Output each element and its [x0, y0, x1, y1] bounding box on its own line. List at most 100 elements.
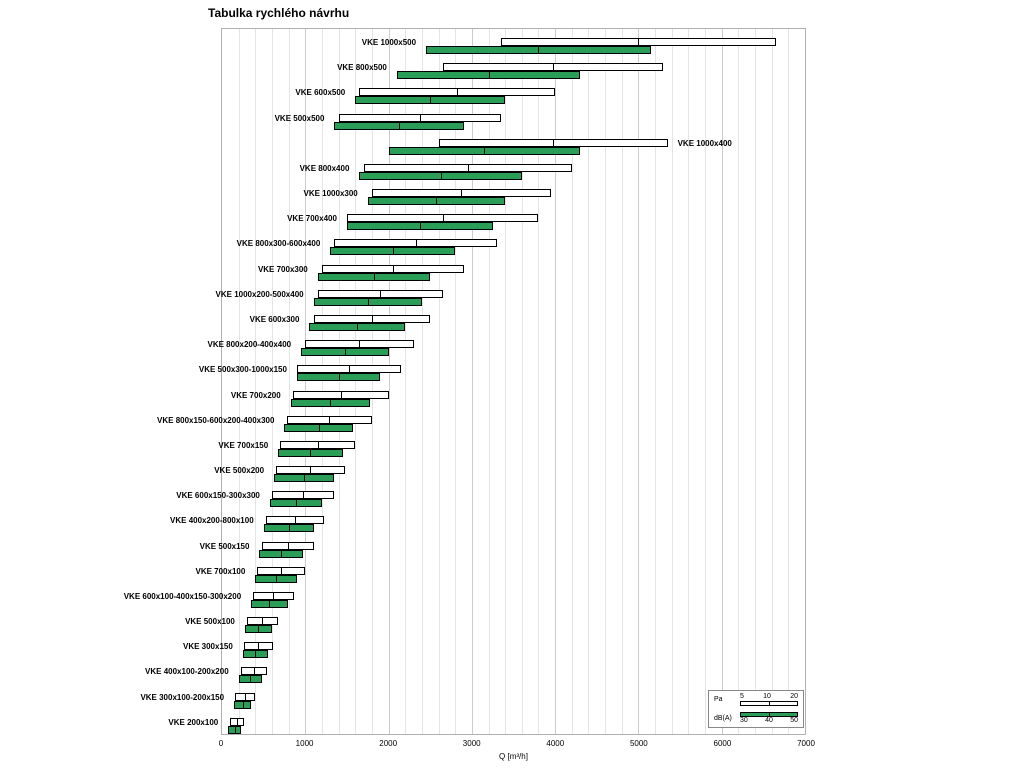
gridline — [471, 29, 473, 734]
legend-pa-bar — [740, 701, 798, 706]
gridline — [455, 29, 457, 734]
series-label: VKE 600x500 — [295, 88, 346, 98]
pa-bar — [359, 88, 556, 97]
series-label: VKE 700x300 — [257, 264, 308, 274]
chart-row: VKE 800x150-600x200-400x300 — [157, 407, 805, 432]
chart-row: VKE 200x100 — [168, 709, 805, 734]
gridline — [605, 29, 607, 734]
bar-mid-tick — [344, 349, 346, 356]
chart-row: VKE 500x150 — [200, 533, 805, 558]
x-tick-label: 2000 — [379, 739, 398, 748]
legend-pa-scale: 5 10 20 — [740, 693, 798, 706]
plot-area: VKE 1000x500 VKE 800x500 VKE 600x500 VKE 50… — [124, 28, 806, 735]
bar-mid-tick — [349, 366, 350, 373]
legend: Pa 5 10 20 dB(A) 30 40 50 — [708, 690, 804, 728]
x-axis-label: Q [m³/h] — [499, 752, 528, 761]
chart-row: VKE 600x500 — [222, 79, 805, 105]
series-label: VKE 800x400 — [299, 163, 350, 173]
chart-row: VKE 500x200 — [214, 457, 805, 483]
dba-bar — [278, 448, 343, 457]
series-label: VKE 500x200 — [214, 466, 265, 476]
bar-mid-tick — [258, 626, 260, 633]
gridline — [388, 29, 390, 734]
pa-bar — [276, 466, 345, 475]
gridline — [671, 29, 673, 734]
series-label: VKE 600x150-300x300 — [176, 491, 260, 501]
bar-mid-tick — [303, 492, 305, 499]
bar-mid-tick — [440, 172, 442, 179]
dba-bar — [255, 574, 297, 583]
gridline — [788, 29, 790, 734]
chart-row: VKE 800x300-600x400 — [222, 230, 805, 256]
dba-bar — [251, 599, 288, 608]
series-label: VKE 800x200-400x400 — [207, 340, 292, 350]
pa-bar — [246, 617, 278, 626]
legend-dba-tick: 50 — [790, 717, 798, 724]
series-label: VKE 300x150 — [182, 642, 233, 652]
dba-bar — [259, 549, 304, 558]
dba-bar — [313, 297, 422, 306]
gridline — [705, 29, 707, 734]
chart-row: VKE 800x200-400x400 — [207, 331, 805, 357]
chart-row: VKE 600x100-400x150-300x200 — [124, 583, 805, 608]
legend-dba-tick: 40 — [765, 717, 773, 724]
series-label: VKE 400x100-200x200 — [145, 667, 229, 677]
legend-bar-mid-tick — [769, 713, 770, 716]
gridline — [371, 29, 373, 734]
gridline — [421, 29, 423, 734]
bar-mid-tick — [258, 643, 260, 650]
dba-bar — [301, 348, 389, 357]
dba-bar — [242, 650, 268, 659]
bar-mid-tick — [338, 374, 340, 381]
bar-mid-tick — [295, 500, 297, 507]
gridline — [588, 29, 590, 734]
dba-bar — [317, 272, 431, 281]
legend-pa-label: Pa — [714, 696, 723, 703]
legend-dba-ticks: 30 40 50 — [740, 717, 798, 725]
chart-row: VKE 600x300 — [222, 306, 805, 331]
gridline — [271, 29, 273, 734]
legend-dba-scale: 30 40 50 — [740, 712, 798, 725]
bar-mid-tick — [318, 424, 320, 431]
gridline — [355, 29, 357, 734]
dba-bar — [346, 222, 493, 231]
bar-mid-tick — [553, 64, 555, 71]
series-label: VKE 400x200-800x100 — [170, 516, 254, 526]
gridline — [621, 29, 623, 734]
bar-mid-tick — [371, 315, 373, 322]
bar-mid-tick — [281, 567, 283, 574]
dba-bar — [309, 322, 406, 331]
bar-mid-tick — [281, 550, 283, 557]
chart-row: VKE 700x200 — [222, 382, 805, 407]
bar-mid-tick — [392, 265, 394, 272]
bar-mid-tick — [276, 575, 278, 582]
bar-mid-tick — [461, 190, 463, 197]
bar-mid-tick — [287, 542, 289, 549]
gridline — [688, 29, 690, 734]
chart-row: VKE 1000x300 — [222, 180, 805, 206]
bar-mid-tick — [254, 668, 256, 675]
pa-bar — [230, 717, 245, 726]
bar-mid-tick — [457, 89, 459, 96]
bar-mid-tick — [415, 240, 417, 247]
gridline — [488, 29, 490, 734]
dba-bar — [269, 499, 322, 508]
series-label: VKE 800x150-600x200-400x300 — [157, 415, 275, 425]
bar-mid-tick — [234, 726, 236, 733]
legend-pa-ticks: 5 10 20 — [740, 693, 798, 701]
bar-mid-tick — [430, 97, 432, 104]
series-label: VKE 1000x400 — [677, 138, 732, 148]
dba-bar — [290, 398, 370, 407]
dba-bar — [388, 146, 581, 155]
x-tick-label: 6000 — [713, 739, 732, 748]
pa-bar — [338, 113, 501, 122]
bar-mid-tick — [373, 273, 375, 280]
gridline — [571, 29, 573, 734]
bar-mid-tick — [317, 441, 319, 448]
series-label: VKE 700x400 — [287, 214, 337, 224]
bar-mid-tick — [419, 223, 421, 230]
bar-mid-tick — [357, 323, 359, 330]
dba-bar — [426, 46, 651, 54]
dba-bar — [396, 71, 581, 80]
bar-mid-tick — [310, 467, 312, 474]
